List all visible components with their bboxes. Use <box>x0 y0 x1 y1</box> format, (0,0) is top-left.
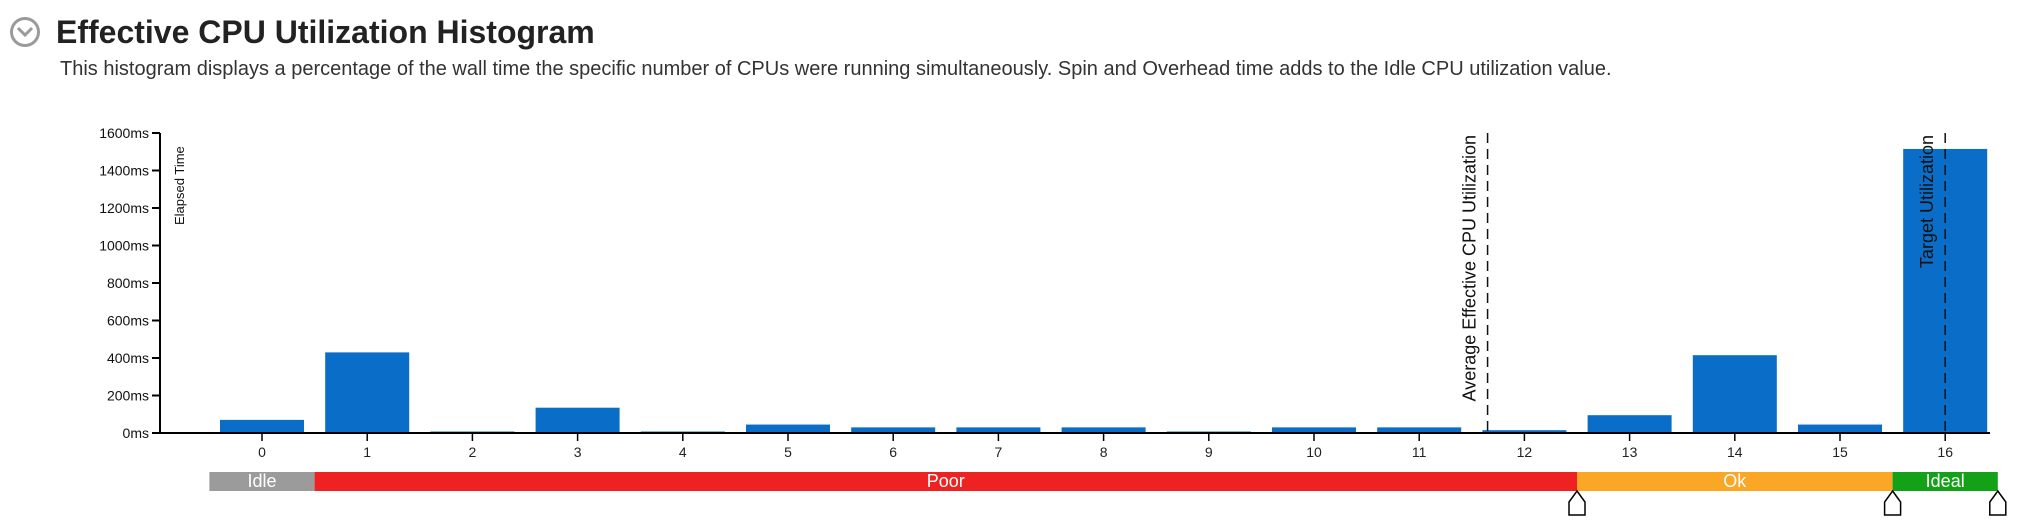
x-tick-label: 0 <box>258 444 266 460</box>
band-threshold-handle[interactable] <box>1883 489 1902 516</box>
band-idle <box>209 472 315 491</box>
band-label-poor: Poor <box>927 471 965 491</box>
band-poor <box>314 472 1578 491</box>
y-tick-label: 400ms <box>107 350 149 366</box>
y-tick-label: 600ms <box>107 313 149 329</box>
y-tick-label: 0ms <box>123 425 149 441</box>
histogram-description: This histogram displays a percentage of … <box>60 58 1612 80</box>
bar-14[interactable] <box>1692 355 1777 433</box>
bar-0[interactable] <box>220 419 304 433</box>
y-axis-label: Elapsed Time <box>172 146 187 225</box>
x-tick-label: 2 <box>469 444 477 460</box>
band-ideal <box>1892 472 1998 491</box>
chevron-down-icon <box>16 26 34 38</box>
bar-1[interactable] <box>325 352 410 433</box>
x-tick-label: 3 <box>574 444 582 460</box>
y-tick-label: 200ms <box>107 388 149 404</box>
x-tick-label: 8 <box>1100 444 1108 460</box>
bar-6[interactable] <box>851 427 936 433</box>
target-utilization-label: Target Utilization <box>1917 135 1937 268</box>
band-label-idle: Idle <box>247 471 276 491</box>
x-tick-label: 6 <box>889 444 897 460</box>
x-tick-label: 1 <box>363 444 371 460</box>
bar-15[interactable] <box>1798 424 1882 433</box>
bar-3[interactable] <box>535 407 620 433</box>
section-header: Effective CPU Utilization Histogram <box>10 14 595 50</box>
y-tick-label: 1600ms <box>99 125 149 141</box>
x-tick-label: 7 <box>995 444 1003 460</box>
y-tick-label: 800ms <box>107 275 149 291</box>
bar-11[interactable] <box>1377 427 1462 433</box>
bar-10[interactable] <box>1272 427 1356 433</box>
average-utilization-label: Average Effective CPU Utilization <box>1460 135 1480 401</box>
x-tick-label: 12 <box>1517 444 1533 460</box>
x-tick-label: 4 <box>679 444 687 460</box>
band-threshold-handle[interactable] <box>1568 489 1586 516</box>
x-tick-label: 13 <box>1622 444 1638 460</box>
bar-13[interactable] <box>1587 415 1672 433</box>
collapse-button[interactable] <box>10 17 40 47</box>
bar-12[interactable] <box>1482 430 1567 433</box>
bar-5[interactable] <box>746 424 830 433</box>
bar-16[interactable] <box>1903 148 1988 433</box>
x-tick-label: 11 <box>1412 444 1427 460</box>
y-tick-label: 1000ms <box>99 238 149 254</box>
band-threshold-handle[interactable] <box>1989 489 2007 516</box>
x-tick-label: 5 <box>784 444 792 460</box>
y-tick-label: 1400ms <box>99 163 149 179</box>
x-tick-label: 10 <box>1306 444 1322 460</box>
band-ok <box>1577 472 1893 491</box>
x-tick-label: 15 <box>1832 444 1848 460</box>
y-tick-label: 1200ms <box>99 200 149 216</box>
band-label-ideal: Ideal <box>1926 471 1965 491</box>
x-tick-label: 16 <box>1937 444 1953 460</box>
bar-7[interactable] <box>956 427 1041 433</box>
x-tick-label: 9 <box>1205 444 1213 460</box>
page-title: Effective CPU Utilization Histogram <box>56 14 595 50</box>
bar-8[interactable] <box>1061 427 1146 433</box>
band-label-ok: Ok <box>1723 471 1747 491</box>
x-tick-label: 14 <box>1727 444 1743 460</box>
